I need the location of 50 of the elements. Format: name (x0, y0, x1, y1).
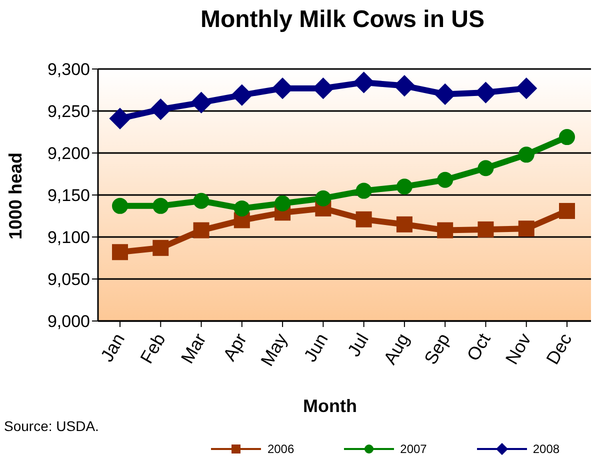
point (437, 172, 454, 188)
legend-label: 2006 (267, 442, 294, 456)
point (193, 222, 210, 238)
legend-label: 2007 (400, 442, 427, 456)
point (356, 182, 372, 199)
point (478, 160, 494, 176)
x-tick-label: Sep (420, 330, 454, 368)
x-tick-label: Feb (136, 330, 170, 367)
source-note: Source: USDA. (4, 418, 99, 434)
x-axis-title: Month (303, 396, 357, 417)
point (150, 98, 172, 120)
point (112, 244, 128, 260)
y-tick-label: 9,050 (47, 270, 90, 290)
point (109, 108, 131, 130)
y-tick-label: 9,300 (47, 60, 90, 80)
point (437, 222, 454, 238)
point (518, 220, 534, 237)
point (234, 200, 250, 216)
y-tick-label: 9,250 (47, 102, 90, 122)
point (396, 216, 412, 232)
point (315, 190, 332, 206)
x-tick-label: Jun (300, 330, 332, 366)
point (152, 198, 169, 214)
point (518, 146, 534, 163)
point (394, 75, 416, 97)
y-tick-label: 9,100 (47, 228, 90, 248)
point (356, 211, 372, 228)
legend-label: 2008 (532, 442, 560, 456)
point (559, 129, 575, 146)
x-tick-label: Dec (542, 330, 576, 368)
point (152, 240, 169, 256)
x-tick-label: Mar (177, 330, 210, 367)
y-tick-label: 9,000 (47, 312, 90, 332)
chart-title: Monthly Milk Cows in US (199, 6, 486, 34)
y-tick-label: 9,200 (47, 144, 90, 164)
x-tick-label: Apr (219, 330, 251, 364)
x-tick-label: Jan (96, 330, 129, 366)
point (193, 192, 210, 209)
point (274, 195, 291, 212)
point (112, 198, 128, 214)
x-tick-label: Oct (463, 330, 494, 364)
point (231, 84, 253, 106)
point (478, 221, 494, 238)
y-axis-title: 1000 head (6, 152, 26, 240)
x-tick-label: Jul (344, 330, 372, 360)
y-tick-label: 9,150 (47, 186, 90, 206)
point (516, 78, 538, 100)
point (559, 202, 575, 219)
point (190, 92, 212, 114)
point (396, 178, 412, 195)
